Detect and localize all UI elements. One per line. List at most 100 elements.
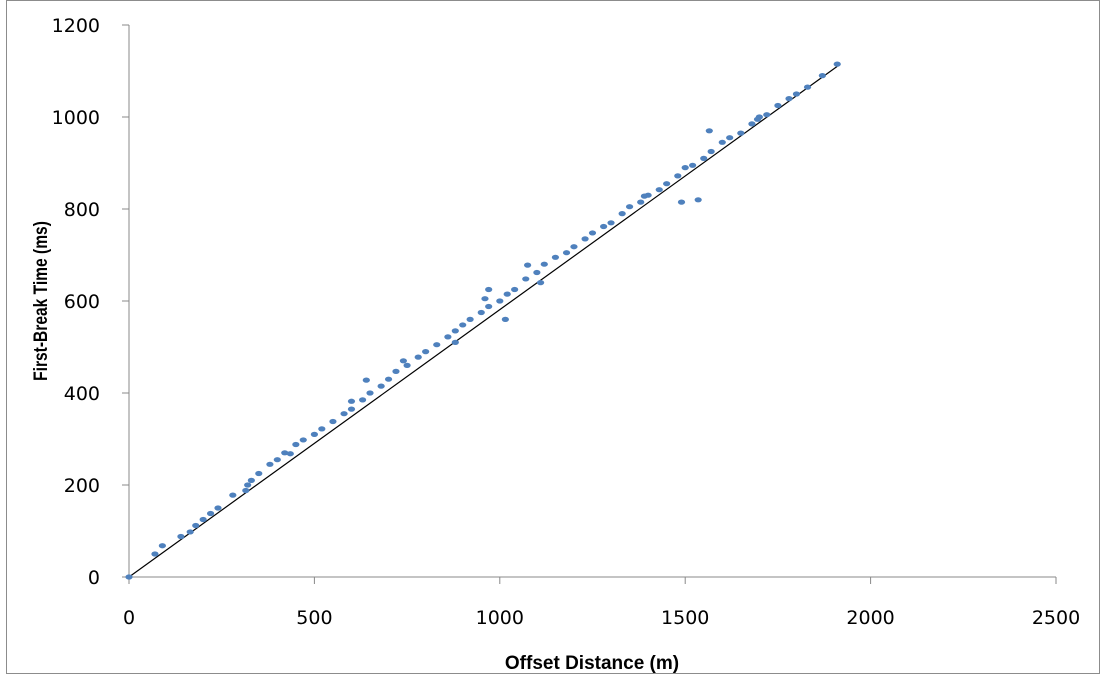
data-point (600, 223, 608, 230)
data-point (286, 451, 294, 457)
data-point (674, 173, 682, 179)
y-tick-label: 1200 (52, 15, 100, 37)
y-tick-label: 1000 (52, 107, 100, 129)
data-point (444, 334, 452, 340)
data-point (477, 309, 485, 316)
data-point (803, 84, 812, 90)
data-point (292, 441, 300, 448)
data-point (833, 61, 841, 67)
data-point (125, 574, 133, 580)
data-point (158, 543, 166, 549)
trendline (128, 65, 838, 578)
data-point (640, 193, 649, 199)
data-point (422, 349, 430, 355)
data-point (496, 298, 504, 304)
data-point (255, 470, 263, 477)
data-point (362, 377, 370, 383)
data-point (677, 199, 686, 205)
data-point (451, 328, 459, 334)
data-point (625, 204, 634, 210)
data-point (266, 461, 274, 467)
data-point (281, 450, 289, 456)
data-points (125, 61, 841, 580)
data-point (689, 162, 697, 168)
data-point (318, 426, 326, 432)
data-point (242, 487, 250, 494)
data-point (681, 165, 689, 171)
data-point (533, 269, 541, 276)
data-point (399, 358, 407, 364)
x-tick-label: 2000 (846, 607, 894, 629)
axes (122, 24, 1057, 584)
data-point (247, 477, 255, 483)
data-point (186, 529, 194, 535)
data-point (192, 522, 200, 529)
y-tick-label: 600 (64, 291, 100, 313)
data-point (459, 322, 467, 328)
data-point (748, 121, 756, 127)
y-axis-title: First-Break Time (ms) (30, 221, 52, 381)
data-point (414, 354, 422, 360)
data-point (451, 339, 459, 345)
y-tick-label: 400 (64, 383, 100, 405)
data-point (503, 291, 511, 297)
data-point (581, 236, 589, 242)
data-point (707, 148, 715, 155)
x-tick-label: 1000 (476, 607, 524, 629)
data-point (524, 262, 532, 268)
data-point (588, 230, 597, 236)
data-point (718, 139, 726, 145)
data-point (737, 130, 745, 136)
data-point (273, 457, 281, 463)
data-point (536, 280, 545, 286)
data-point (214, 505, 222, 511)
data-point (700, 155, 708, 161)
data-point (206, 510, 215, 517)
data-point (377, 383, 385, 389)
data-point (562, 250, 571, 256)
data-point (726, 135, 734, 141)
data-point (540, 261, 548, 267)
data-point (607, 220, 615, 226)
data-point (347, 406, 356, 412)
data-point (384, 376, 393, 382)
x-axis-title: Offset Distance (m) (505, 653, 679, 674)
x-tick-label: 500 (296, 607, 332, 629)
y-tick-label: 0 (88, 567, 100, 589)
y-tick-label: 800 (64, 199, 100, 221)
data-point (466, 316, 474, 322)
data-point (485, 303, 493, 310)
data-point (655, 187, 663, 193)
data-point (244, 482, 252, 488)
data-point (705, 128, 713, 134)
tick-labels: 0 200 400 600 800 1000 1200 0 500 1000 1500 2000 250… (52, 15, 1081, 629)
data-point (347, 398, 356, 404)
data-point (694, 197, 702, 203)
data-point (485, 286, 493, 293)
data-point (433, 342, 441, 348)
data-point (763, 112, 771, 118)
data-point (299, 437, 307, 443)
data-point (229, 492, 237, 498)
data-point (663, 181, 671, 187)
data-point (403, 362, 411, 368)
data-point (522, 276, 530, 282)
y-tick-label: 200 (64, 475, 100, 497)
data-point (511, 286, 519, 293)
data-point (501, 316, 509, 322)
data-point (792, 91, 801, 97)
data-point (199, 516, 207, 523)
data-point (785, 96, 793, 102)
x-tick-label: 1500 (661, 607, 709, 629)
data-point (570, 244, 578, 250)
data-point (310, 431, 318, 437)
chart-frame (6, 0, 1100, 674)
data-point (177, 533, 185, 540)
data-point (551, 254, 560, 260)
data-point (366, 390, 374, 396)
x-tick-label: 2500 (1032, 607, 1080, 629)
x-tick-label: 0 (123, 607, 135, 629)
data-point (637, 199, 645, 205)
data-point (618, 211, 626, 217)
